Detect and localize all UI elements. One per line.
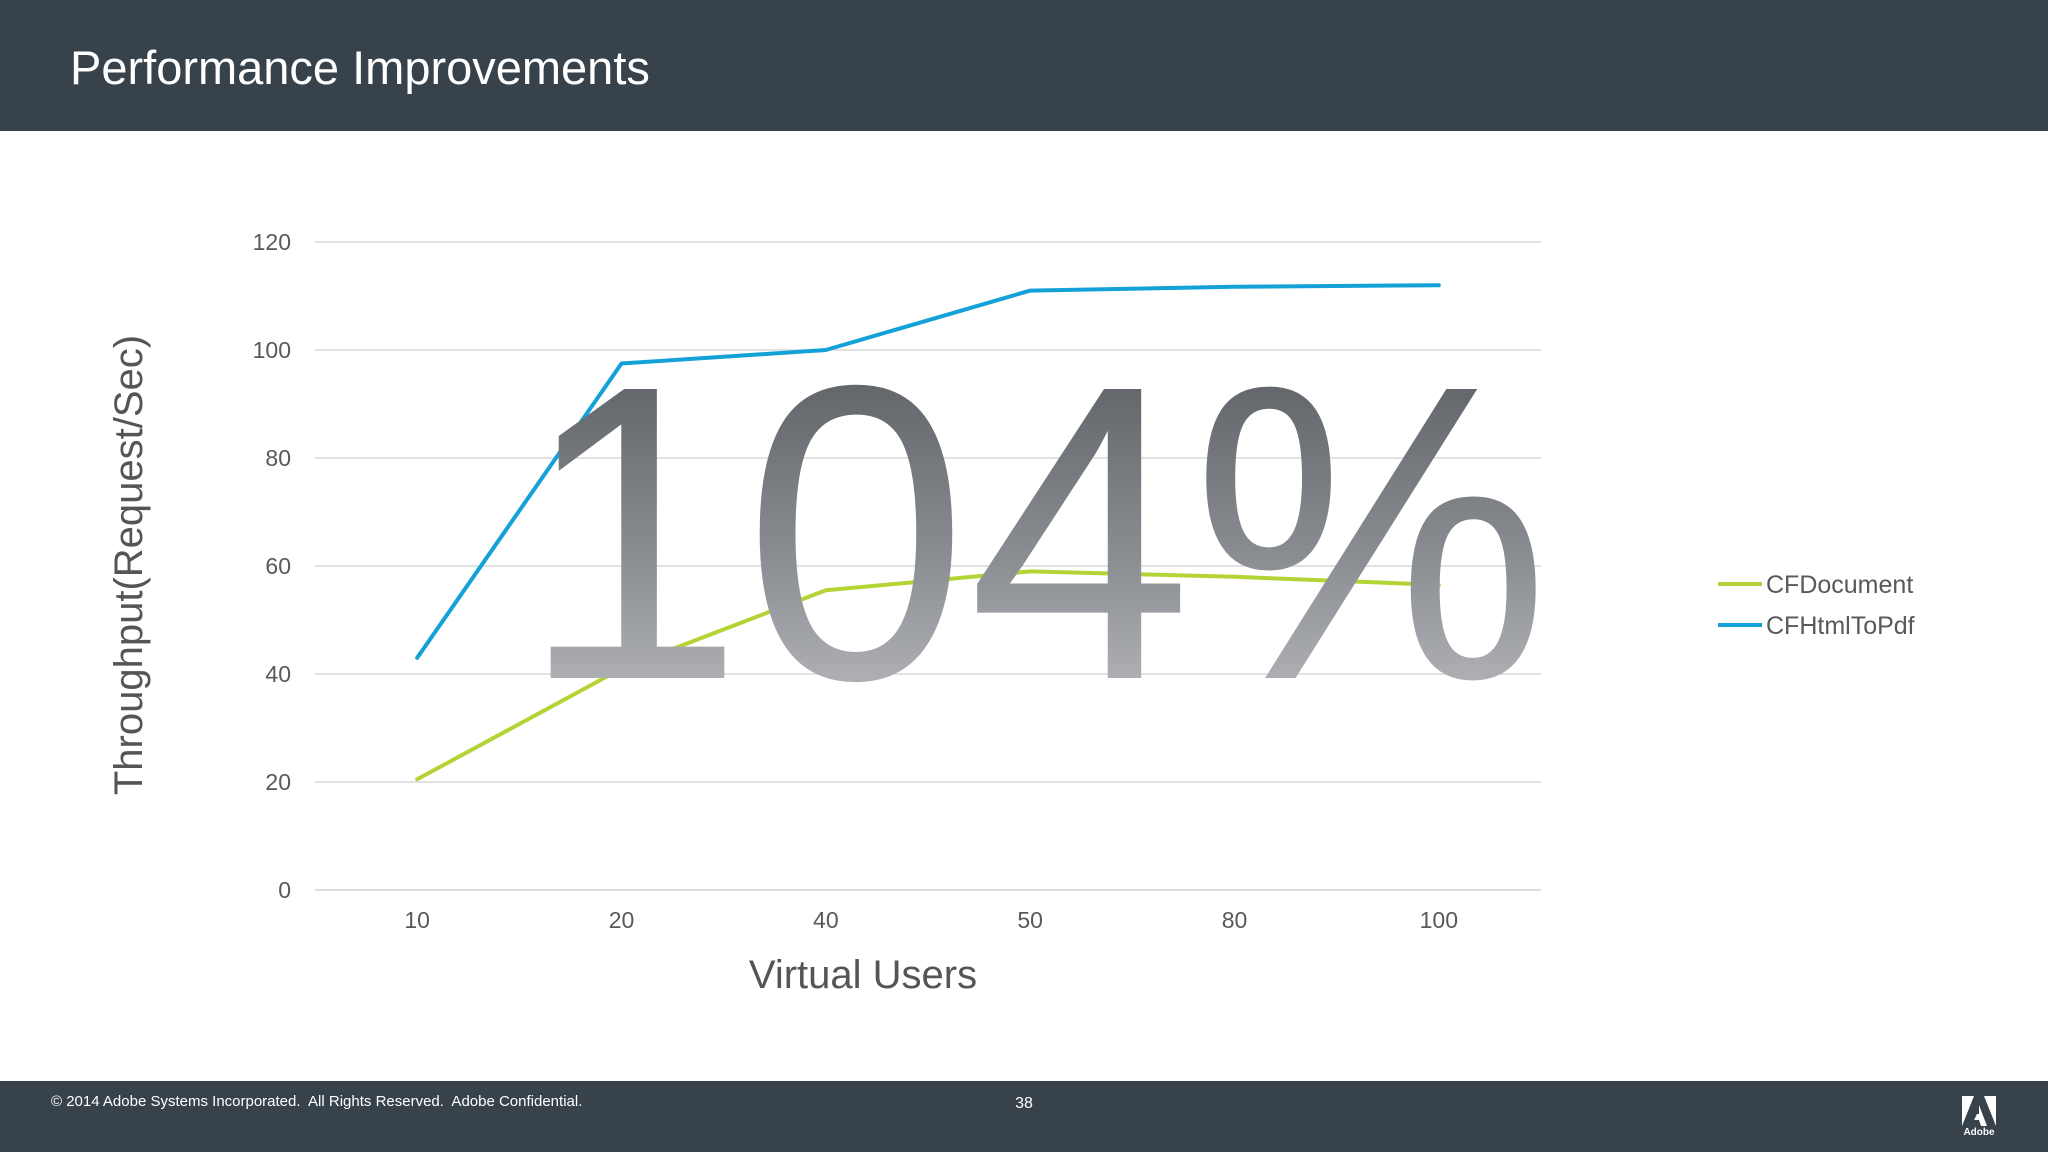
x-tick-label: 10 [404, 907, 430, 933]
y-tick-label: 20 [265, 769, 291, 795]
improvement-percentage: 104% [520, 299, 1550, 768]
adobe-logo-icon: Adobe [1962, 1096, 1996, 1140]
y-axis-ticks: 0 20 40 60 80 100 120 [253, 229, 291, 903]
y-tick-label: 0 [278, 877, 291, 903]
x-tick-label: 20 [609, 907, 635, 933]
legend-label: CFHtmlToPdf [1766, 612, 1915, 640]
slide-footer: © 2014 Adobe Systems Incorporated. All R… [0, 1081, 2048, 1152]
y-tick-label: 40 [265, 661, 291, 687]
series-lines [415, 283, 1441, 782]
legend-label: CFDocument [1766, 571, 1913, 599]
grid-lines [315, 241, 1541, 891]
slide-header: Performance Improvements [0, 0, 2048, 131]
slide-title: Performance Improvements [70, 41, 650, 94]
series-line-cfhtmltopdf [415, 283, 1441, 660]
y-axis-label: Throughput(Request/Sec) [107, 335, 151, 795]
page-number: 38 [1015, 1095, 1033, 1112]
legend: CFDocument CFHtmlToPdf [1718, 571, 1915, 640]
copyright-notice: © 2014 Adobe Systems Incorporated. All R… [51, 1093, 583, 1110]
x-tick-label: 80 [1222, 907, 1248, 933]
throughput-chart: 0 20 40 60 80 100 120 10 20 40 50 80 100 104% Throu… [107, 229, 1915, 997]
x-tick-label: 100 [1420, 907, 1458, 933]
x-axis-ticks: 10 20 40 50 80 100 [404, 907, 1458, 933]
y-tick-label: 80 [265, 445, 291, 471]
series-line-cfdocument [415, 569, 1441, 782]
y-tick-label: 60 [265, 553, 291, 579]
x-axis-label: Virtual Users [749, 953, 977, 997]
x-tick-label: 50 [1017, 907, 1043, 933]
y-tick-label: 120 [253, 229, 291, 255]
y-tick-label: 100 [253, 337, 291, 363]
x-tick-label: 40 [813, 907, 839, 933]
